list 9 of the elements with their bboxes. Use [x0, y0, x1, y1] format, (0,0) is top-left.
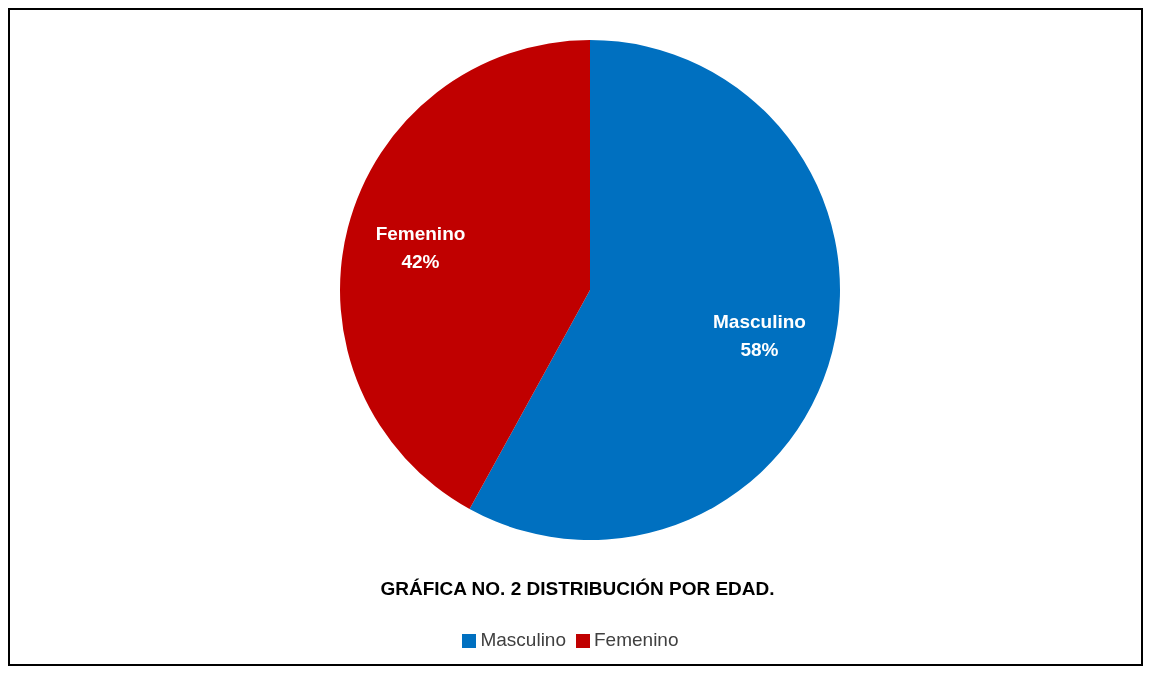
text: GRÁFICA NO. 2 DISTRIBUCIÓN POR EDAD.: [379, 578, 776, 600]
pie-slice: [340, 40, 590, 510]
legend-label: Masculino: [480, 629, 567, 650]
slice-label: Masculino: [713, 310, 806, 332]
slice-label: Femenino: [375, 223, 466, 245]
pie-slice: [469, 40, 840, 540]
legend-label: Femenino: [594, 629, 679, 650]
data-label: 42%: [401, 251, 440, 273]
data-label: 58%: [740, 338, 779, 360]
